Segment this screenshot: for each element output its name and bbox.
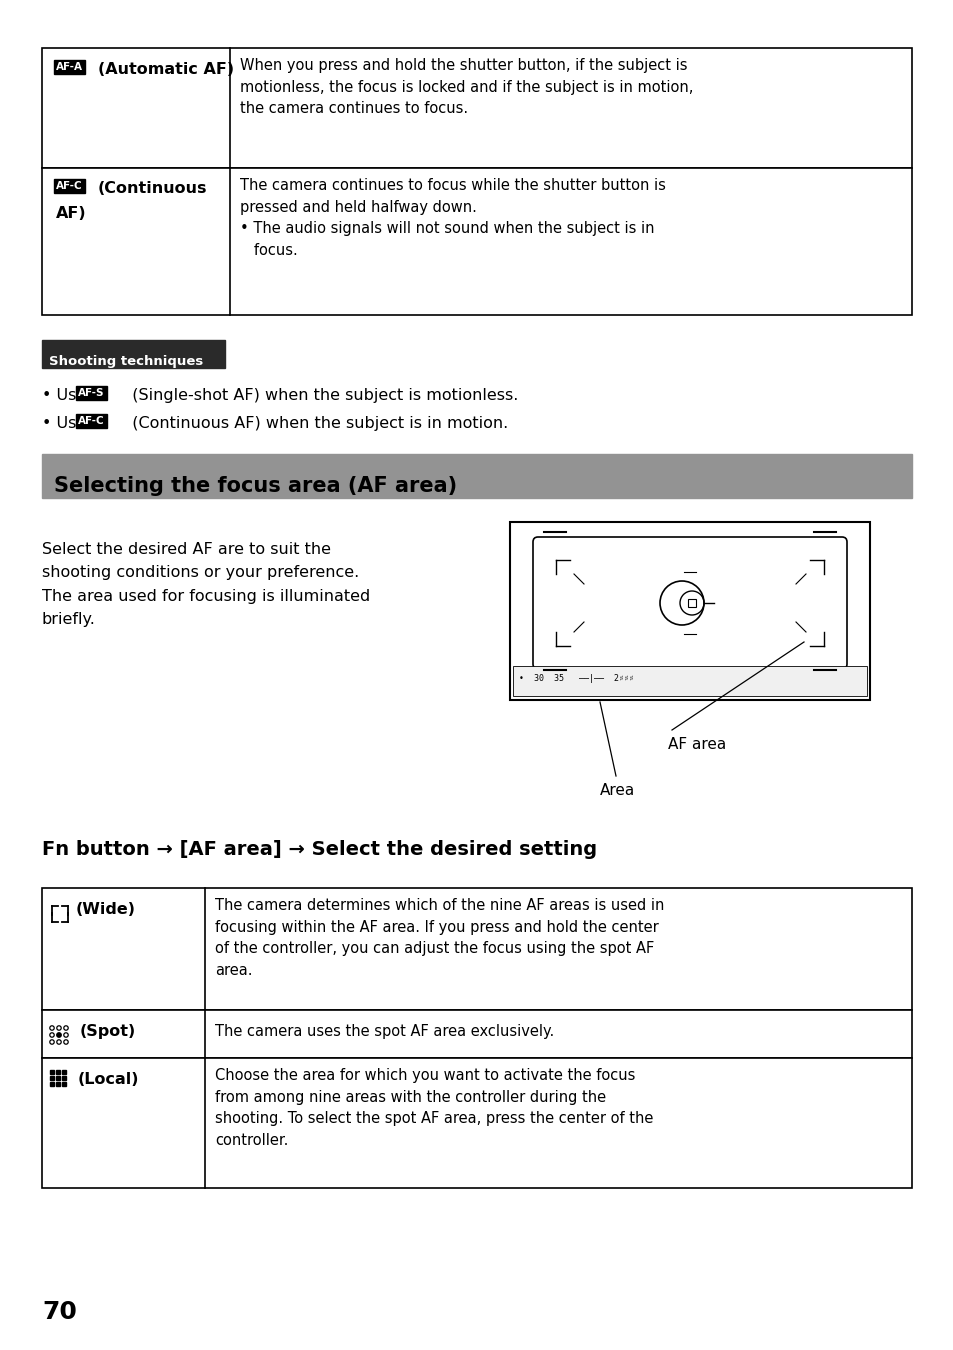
Text: Area: Area xyxy=(599,783,635,798)
FancyBboxPatch shape xyxy=(533,537,846,670)
Text: (Continuous: (Continuous xyxy=(98,181,208,196)
Text: 70: 70 xyxy=(42,1300,77,1324)
Bar xyxy=(42,888,911,1010)
Bar xyxy=(56,1076,60,1080)
Text: The camera uses the spot AF area exclusively.: The camera uses the spot AF area exclusi… xyxy=(214,1025,554,1040)
Text: • Use: • Use xyxy=(42,387,91,404)
Bar xyxy=(56,1071,60,1075)
Text: When you press and hold the shutter button, if the subject is
motionless, the fo: When you press and hold the shutter butt… xyxy=(240,58,693,116)
Text: AF): AF) xyxy=(56,207,87,221)
Text: (Automatic AF): (Automatic AF) xyxy=(98,62,233,77)
Text: Fn button → [AF area] → Select the desired setting: Fn button → [AF area] → Select the desir… xyxy=(42,840,597,859)
Text: • Use: • Use xyxy=(42,416,91,431)
Text: AF area: AF area xyxy=(667,737,725,752)
Text: Selecting the focus area (AF area): Selecting the focus area (AF area) xyxy=(54,477,456,495)
Text: •  30  35   ――|――  2♯♯♯: • 30 35 ――|―― 2♯♯♯ xyxy=(518,674,634,683)
Text: (Spot): (Spot) xyxy=(80,1025,136,1040)
Circle shape xyxy=(57,1033,61,1037)
Text: Shooting techniques: Shooting techniques xyxy=(49,355,203,369)
Bar xyxy=(56,1081,60,1085)
Bar xyxy=(62,1076,66,1080)
Text: AF-C: AF-C xyxy=(56,181,83,190)
Text: The camera determines which of the nine AF areas is used in
focusing within the : The camera determines which of the nine … xyxy=(214,898,663,977)
Text: Choose the area for which you want to activate the focus
from among nine areas w: Choose the area for which you want to ac… xyxy=(214,1068,653,1148)
Bar xyxy=(513,666,866,697)
Text: (Local): (Local) xyxy=(78,1072,139,1087)
Text: AF-A: AF-A xyxy=(56,62,83,72)
Bar xyxy=(62,1081,66,1085)
Bar xyxy=(50,1081,54,1085)
Text: (Single-shot AF) when the subject is motionless.: (Single-shot AF) when the subject is mot… xyxy=(122,387,517,404)
Bar xyxy=(42,340,225,369)
Bar xyxy=(42,454,911,498)
Bar xyxy=(42,49,911,167)
Bar xyxy=(42,167,911,315)
Bar xyxy=(62,1071,66,1075)
Text: AF-S: AF-S xyxy=(78,387,105,398)
Text: AF-C: AF-C xyxy=(78,416,105,427)
Text: (Wide): (Wide) xyxy=(76,902,136,917)
Bar xyxy=(687,599,696,608)
Text: The camera continues to focus while the shutter button is
pressed and held halfw: The camera continues to focus while the … xyxy=(240,178,665,258)
Bar xyxy=(42,1010,911,1058)
Text: Select the desired AF are to suit the
shooting conditions or your preference.
Th: Select the desired AF are to suit the sh… xyxy=(42,541,370,628)
Bar xyxy=(510,522,869,701)
Text: (Continuous AF) when the subject is in motion.: (Continuous AF) when the subject is in m… xyxy=(122,416,508,431)
Bar xyxy=(50,1076,54,1080)
Bar xyxy=(50,1071,54,1075)
Bar xyxy=(42,1058,911,1188)
